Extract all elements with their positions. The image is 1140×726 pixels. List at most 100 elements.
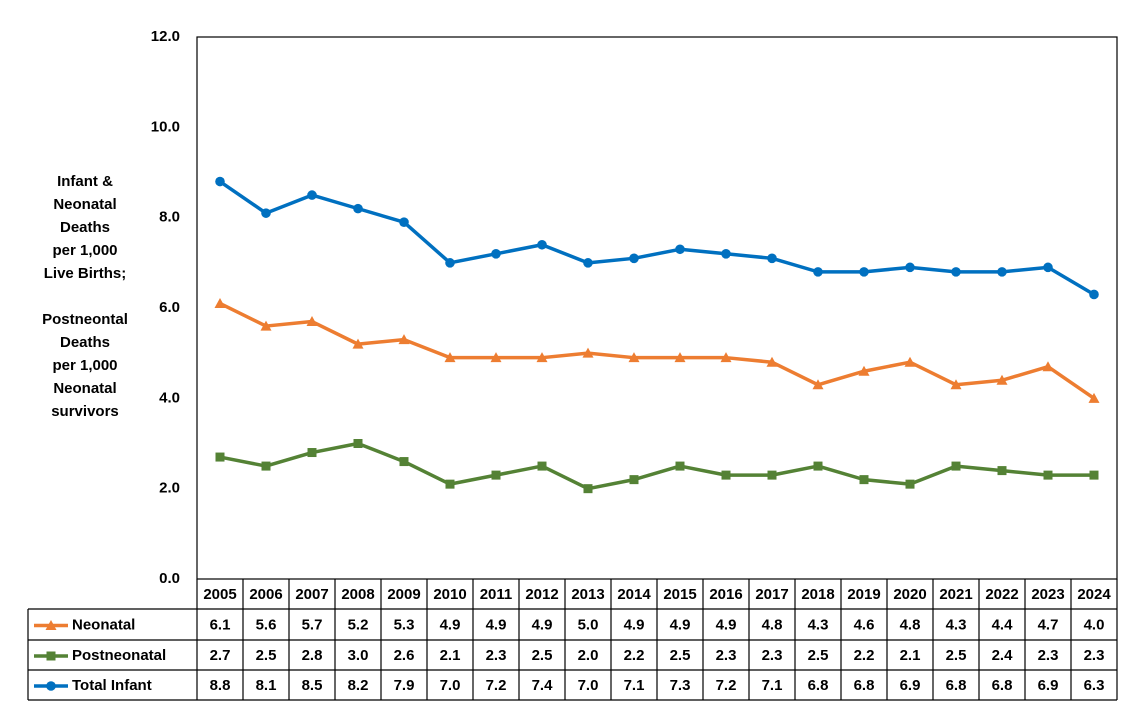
y-tick-label: 4.0 [159,389,180,406]
data-point [582,347,594,358]
legend-marker [45,620,57,630]
table-value: 7.3 [670,677,691,694]
x-tick-label: 2023 [1031,586,1064,603]
data-point [399,457,409,467]
data-point [260,320,272,331]
y-axis-label: Deaths [60,334,110,351]
table-value: 4.9 [670,616,691,633]
table-value: 2.0 [578,647,599,664]
table-value: 6.8 [946,677,967,694]
table-value: 2.5 [946,647,967,664]
x-tick-label: 2016 [709,586,742,603]
data-point [444,352,456,363]
x-tick-label: 2010 [433,586,466,603]
x-tick-label: 2011 [480,586,513,603]
data-point [628,352,640,363]
data-point [813,267,823,277]
table-value: 6.8 [992,677,1013,694]
x-tick-label: 2015 [663,586,696,603]
table-value: 2.4 [992,647,1014,664]
x-tick-label: 2006 [249,586,282,603]
x-tick-label: 2013 [571,586,604,603]
data-point [1043,262,1053,273]
y-axis-label: Infant & [57,173,113,190]
data-point [399,217,409,227]
data-point [445,479,455,489]
y-axis-label: per 1,000 [52,242,117,259]
data-point [997,466,1007,476]
data-point [353,439,363,448]
data-point [398,334,410,345]
x-tick-label: 2009 [387,586,420,603]
x-tick-label: 2018 [801,586,834,603]
y-axis-label: per 1,000 [52,357,117,374]
data-point [307,190,317,200]
table-value: 4.9 [532,616,553,633]
data-point [1089,470,1099,480]
table-value: 4.8 [900,616,921,633]
table-value: 5.0 [578,616,599,633]
table-value: 2.5 [256,647,277,664]
data-point [996,374,1008,385]
table-value: 5.3 [394,616,415,633]
table-value: 4.9 [486,616,507,633]
data-point [629,475,639,485]
data-point [674,352,686,363]
table-value: 4.7 [1038,616,1059,633]
data-point [721,470,731,480]
data-point [537,461,547,471]
table-value: 4.0 [1084,616,1105,633]
data-point [490,352,502,363]
table-value: 6.8 [854,677,875,694]
data-point [583,484,593,494]
y-tick-label: 8.0 [159,209,180,226]
table-value: 2.3 [486,647,507,664]
data-point [491,249,501,259]
data-point [721,249,731,259]
y-tick-label: 6.0 [159,299,180,316]
table-value: 7.1 [624,677,645,694]
table-value: 7.0 [578,677,599,694]
data-point [905,262,915,273]
x-tick-label: 2022 [985,586,1018,603]
data-point [214,297,226,308]
table-value: 2.3 [1038,647,1059,664]
x-tick-label: 2012 [525,586,558,603]
table-value: 6.8 [808,677,829,694]
data-point [675,244,685,255]
y-axis-label: Neonatal [53,196,116,213]
table-value: 2.1 [440,647,461,664]
table-value: 8.1 [256,677,277,694]
plot-frame [196,36,1118,580]
table-value: 8.5 [302,677,323,694]
table-value: 2.2 [624,647,645,664]
table-value: 7.2 [716,677,737,694]
y-axis-label: Deaths [60,219,110,236]
y-axis-label: survivors [51,403,119,420]
y-tick-label: 0.0 [159,570,180,587]
legend-marker [46,651,56,661]
data-point [1042,361,1054,372]
data-point [858,365,870,376]
x-tick-label: 2019 [847,586,880,603]
data-point [767,470,777,480]
series-line [219,180,1095,296]
data-point [1043,470,1053,480]
table-value: 7.2 [486,677,507,694]
data-point [951,461,961,471]
x-tick-label: 2014 [617,586,651,603]
data-point [491,470,501,480]
data-point [536,352,548,363]
data-point [537,239,547,250]
x-tick-label: 2005 [203,586,236,603]
data-point [812,379,824,390]
data-point [306,316,318,327]
data-point [629,253,639,264]
x-tick-label: 2024 [1077,586,1111,603]
table-value: 2.8 [302,647,323,664]
y-tick-label: 2.0 [159,480,180,497]
x-tick-label: 2017 [755,586,788,603]
data-point [215,452,225,462]
